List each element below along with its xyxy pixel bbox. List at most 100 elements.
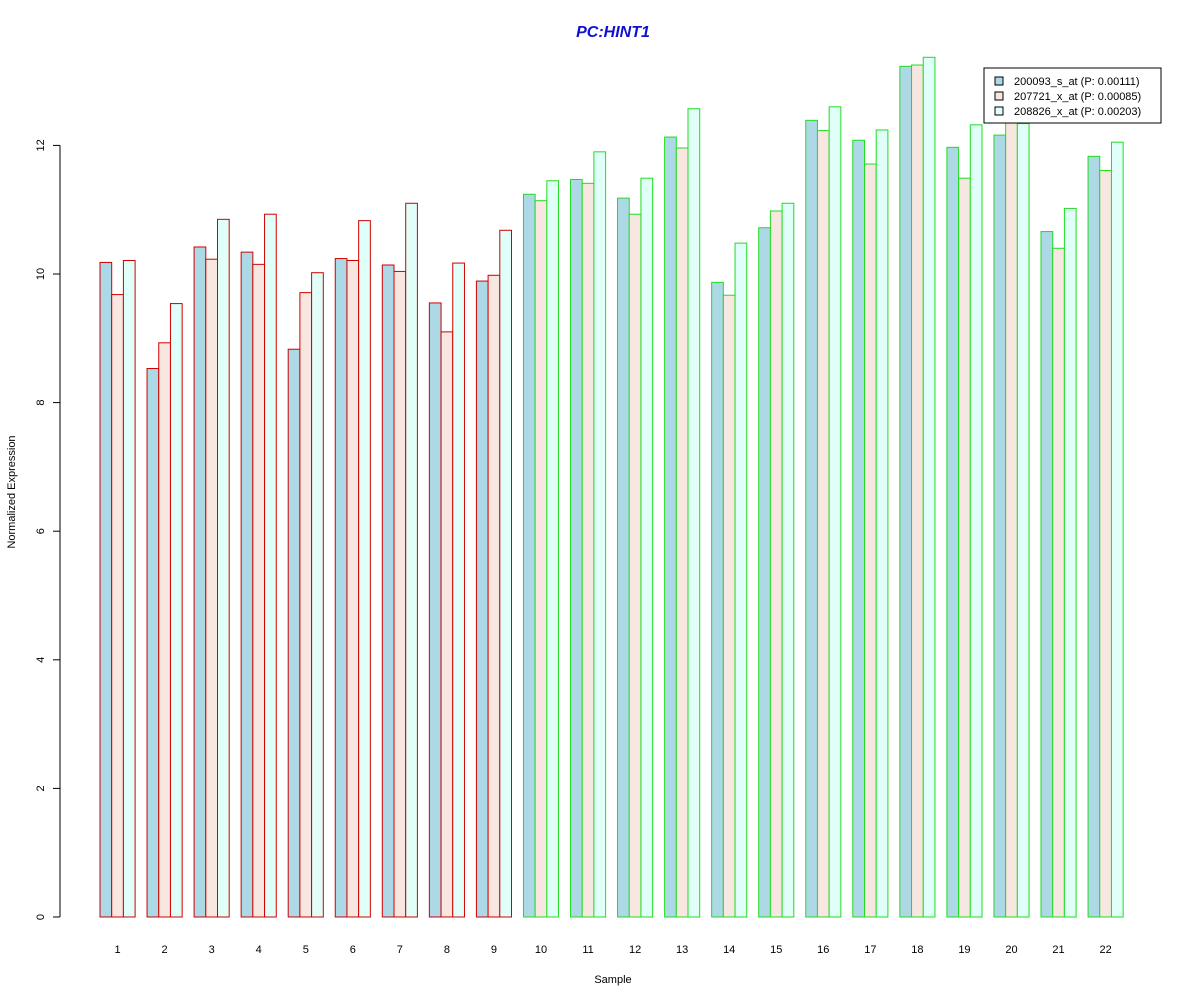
legend-entry: 207721_x_at (P: 0.00085) bbox=[1014, 91, 1141, 103]
x-axis: 1 2 3 4 5 6 7 8 9 10 11 12 13 14 15 16 17 18 19 20 21 22 bbox=[114, 944, 1111, 956]
legend: 200093_s_at (P: 0.00111) 207721_x_at (P: … bbox=[983, 67, 1162, 124]
bar-sample-8-series-1 bbox=[428, 302, 442, 918]
bar-sample-19-series-3 bbox=[969, 124, 983, 918]
x-tick-label: 19 bbox=[958, 944, 970, 956]
bar-sample-11-series-2 bbox=[581, 182, 595, 918]
bar-sample-18-series-2 bbox=[911, 64, 924, 918]
bar-sample-3-series-2 bbox=[205, 258, 219, 918]
chart-title: PC:HINT1 bbox=[576, 24, 650, 41]
x-tick-label: 5 bbox=[303, 944, 309, 956]
bar-sample-9-series-1 bbox=[475, 280, 489, 918]
bar-sample-11-series-1 bbox=[570, 178, 583, 918]
bar-sample-18-series-1 bbox=[899, 65, 913, 918]
bar-sample-22-series-1 bbox=[1087, 155, 1101, 918]
x-tick-label: 4 bbox=[256, 944, 262, 956]
y-tick-label: 8 bbox=[35, 400, 47, 406]
x-axis-label: Sample bbox=[594, 974, 631, 986]
bar-sample-7-series-1 bbox=[381, 264, 395, 918]
y-tick-label: 10 bbox=[35, 268, 47, 280]
bar-sample-1-series-3 bbox=[122, 259, 136, 918]
bar-sample-6-series-3 bbox=[358, 220, 371, 918]
bar-sample-8-series-2 bbox=[440, 331, 454, 918]
bar-sample-19-series-1 bbox=[946, 146, 960, 918]
bar-sample-16-series-2 bbox=[816, 130, 830, 918]
x-tick-label: 13 bbox=[676, 944, 688, 956]
y-tick-label: 2 bbox=[35, 785, 47, 791]
bar-sample-21-series-2 bbox=[1052, 247, 1065, 918]
bar-sample-3-series-3 bbox=[217, 218, 230, 918]
bar-sample-10-series-3 bbox=[546, 180, 560, 918]
bar-sample-14-series-1 bbox=[711, 281, 724, 918]
bar-sample-21-series-3 bbox=[1063, 207, 1077, 918]
bar-sample-17-series-1 bbox=[852, 139, 865, 918]
x-tick-label: 3 bbox=[209, 944, 215, 956]
bar-sample-16-series-3 bbox=[828, 106, 842, 918]
y-tick-label: 6 bbox=[35, 528, 47, 534]
x-tick-label: 22 bbox=[1099, 944, 1111, 956]
x-tick-label: 2 bbox=[162, 944, 168, 956]
bar-sample-6-series-2 bbox=[346, 259, 360, 918]
legend-swatch bbox=[994, 106, 1004, 116]
bar-sample-14-series-2 bbox=[722, 294, 736, 918]
bar-sample-6-series-1 bbox=[334, 258, 348, 918]
bar-sample-9-series-3 bbox=[499, 229, 512, 918]
y-tick-label: 0 bbox=[35, 914, 47, 920]
bar-sample-12-series-1 bbox=[617, 197, 630, 918]
bar-sample-13-series-3 bbox=[687, 108, 701, 918]
bar-sample-2-series-1 bbox=[146, 368, 160, 918]
bar-sample-8-series-3 bbox=[452, 262, 465, 918]
y-axis: 0 2 4 6 8 10 12 bbox=[35, 139, 61, 920]
bar-sample-15-series-3 bbox=[781, 202, 795, 918]
y-tick-label: 4 bbox=[35, 657, 47, 663]
bar-sample-5-series-1 bbox=[287, 348, 301, 918]
legend-entry: 208826_x_at (P: 0.00203) bbox=[1014, 106, 1141, 118]
legend-swatch bbox=[994, 91, 1004, 101]
x-tick-label: 11 bbox=[582, 944, 593, 956]
bar-sample-1-series-2 bbox=[111, 294, 124, 918]
bar-sample-2-series-3 bbox=[169, 303, 183, 918]
bar-sample-14-series-3 bbox=[734, 242, 748, 918]
bar-sample-4-series-3 bbox=[264, 213, 277, 918]
bar-sample-10-series-1 bbox=[522, 193, 536, 918]
bar-sample-19-series-2 bbox=[958, 177, 971, 918]
bar-sample-11-series-3 bbox=[593, 151, 607, 918]
x-tick-label: 10 bbox=[535, 944, 547, 956]
x-tick-label: 18 bbox=[911, 944, 923, 956]
bar-sample-12-series-3 bbox=[640, 177, 654, 918]
x-tick-label: 20 bbox=[1005, 944, 1017, 956]
bar-sample-13-series-2 bbox=[675, 147, 689, 918]
legend-entry: 200093_s_at (P: 0.00111) bbox=[1014, 76, 1140, 88]
bar-sample-20-series-2 bbox=[1005, 120, 1018, 918]
x-tick-label: 17 bbox=[864, 944, 876, 956]
bars bbox=[99, 56, 1124, 918]
x-tick-label: 6 bbox=[350, 944, 356, 956]
bar-sample-22-series-2 bbox=[1099, 169, 1112, 918]
legend-swatch bbox=[994, 76, 1004, 86]
bar-sample-21-series-1 bbox=[1040, 231, 1054, 918]
bar-sample-20-series-3 bbox=[1016, 123, 1030, 918]
x-tick-label: 12 bbox=[629, 944, 641, 956]
x-tick-label: 8 bbox=[444, 944, 450, 956]
x-tick-label: 9 bbox=[491, 944, 497, 956]
bar-sample-2-series-2 bbox=[158, 342, 171, 918]
bar-sample-15-series-2 bbox=[769, 210, 783, 918]
legend-box bbox=[983, 67, 1162, 124]
x-tick-label: 14 bbox=[723, 944, 735, 956]
bar-sample-5-series-3 bbox=[311, 272, 324, 918]
bar-sample-7-series-2 bbox=[393, 270, 407, 918]
bar-sample-18-series-3 bbox=[922, 56, 936, 918]
y-tick-label: 12 bbox=[35, 139, 47, 151]
bar-sample-15-series-1 bbox=[758, 227, 771, 918]
bar-sample-7-series-3 bbox=[405, 202, 418, 918]
bar-sample-4-series-1 bbox=[240, 251, 254, 918]
bar-sample-20-series-1 bbox=[993, 134, 1007, 918]
bar-sample-17-series-3 bbox=[875, 129, 889, 918]
bar-sample-16-series-1 bbox=[805, 119, 818, 918]
bar-sample-12-series-2 bbox=[628, 213, 642, 918]
bar-sample-3-series-1 bbox=[193, 246, 207, 918]
bar-sample-22-series-3 bbox=[1110, 141, 1124, 918]
bar-sample-4-series-2 bbox=[252, 263, 266, 918]
x-tick-label: 15 bbox=[770, 944, 782, 956]
x-tick-label: 7 bbox=[397, 944, 403, 956]
